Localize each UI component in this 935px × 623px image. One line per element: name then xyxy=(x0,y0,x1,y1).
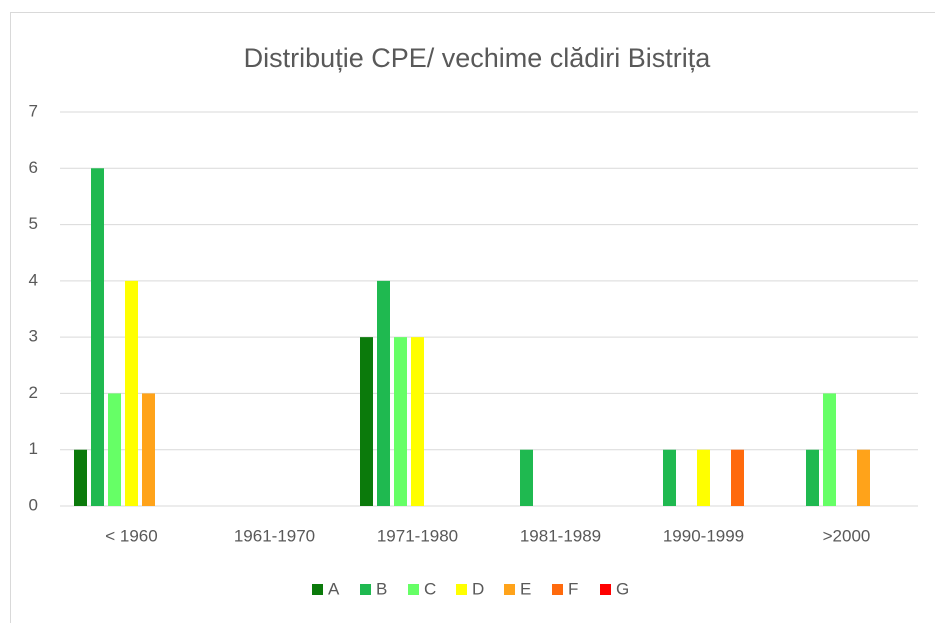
bar xyxy=(697,449,710,506)
y-tick-label: 7 xyxy=(29,101,38,120)
bar xyxy=(520,449,533,506)
y-tick-label: 3 xyxy=(29,327,38,346)
y-tick-label: 4 xyxy=(29,270,38,289)
x-tick-label: >2000 xyxy=(823,526,871,545)
bar xyxy=(74,449,87,506)
bar xyxy=(806,449,819,506)
bar xyxy=(360,337,373,506)
legend-swatch xyxy=(360,584,371,595)
x-tick-label: 1971-1980 xyxy=(377,526,458,545)
x-tick-label: 1981-1989 xyxy=(520,526,601,545)
bar xyxy=(823,393,836,506)
legend-swatch xyxy=(312,584,323,595)
y-tick-label: 2 xyxy=(29,383,38,402)
chart-border xyxy=(10,12,935,623)
y-tick-label: 0 xyxy=(29,495,38,514)
x-tick-label: < 1960 xyxy=(105,526,157,545)
bar xyxy=(125,280,138,506)
bar xyxy=(663,449,676,506)
legend-swatch xyxy=(504,584,515,595)
bar xyxy=(91,168,104,507)
bar xyxy=(857,449,870,506)
legend-swatch xyxy=(600,584,611,595)
x-tick-label: 1990-1999 xyxy=(663,526,744,545)
bar xyxy=(411,337,424,506)
x-tick-label: 1961-1970 xyxy=(234,526,315,545)
legend-swatch xyxy=(552,584,563,595)
bar xyxy=(377,280,390,506)
legend-label: A xyxy=(328,579,340,598)
legend-swatch xyxy=(456,584,467,595)
legend-label: G xyxy=(616,579,629,598)
legend-label: F xyxy=(568,579,578,598)
legend-label: C xyxy=(424,579,436,598)
chart-title: Distribuție CPE/ vechime clădiri Bistriț… xyxy=(244,43,712,73)
y-tick-label: 5 xyxy=(29,214,38,233)
bar xyxy=(731,449,744,506)
y-tick-label: 6 xyxy=(29,158,38,177)
legend-label: B xyxy=(376,579,387,598)
bar xyxy=(394,337,407,506)
legend-label: E xyxy=(520,579,531,598)
bar xyxy=(108,393,121,506)
legend-swatch xyxy=(408,584,419,595)
bar xyxy=(142,393,155,506)
y-tick-label: 1 xyxy=(29,439,38,458)
legend-label: D xyxy=(472,579,484,598)
